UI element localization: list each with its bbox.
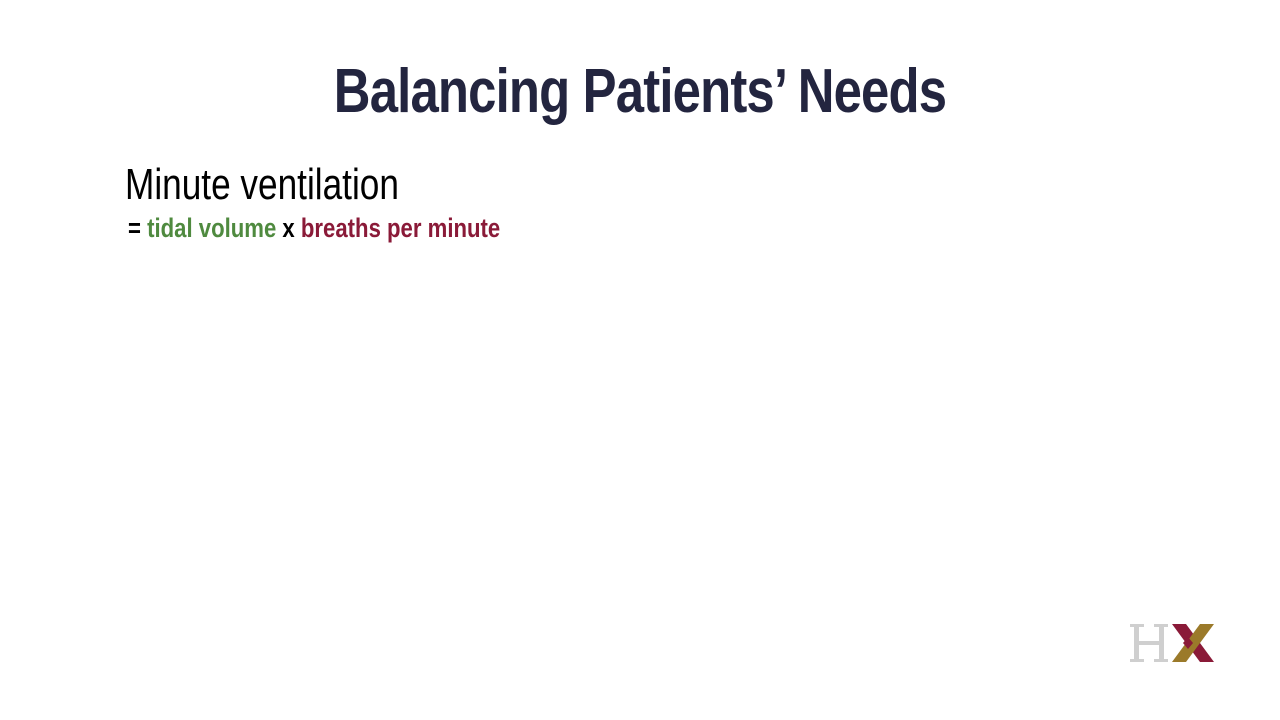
logo-letter-x	[1172, 624, 1214, 662]
formula-term-tidal-volume: tidal volume	[147, 213, 283, 243]
logo-letter-h	[1130, 624, 1168, 662]
section-heading: Minute ventilation	[125, 160, 399, 209]
formula-line: = tidal volume x breaths per minute	[128, 210, 500, 246]
slide-title: Balancing Patients’ Needs	[333, 57, 947, 126]
formula-operator: x	[282, 213, 301, 243]
formula-term-breaths-per-minute: breaths per minute	[300, 213, 501, 243]
hx-logo-icon	[1130, 624, 1214, 662]
formula-equals: =	[128, 213, 148, 243]
hx-logo	[1128, 621, 1216, 665]
